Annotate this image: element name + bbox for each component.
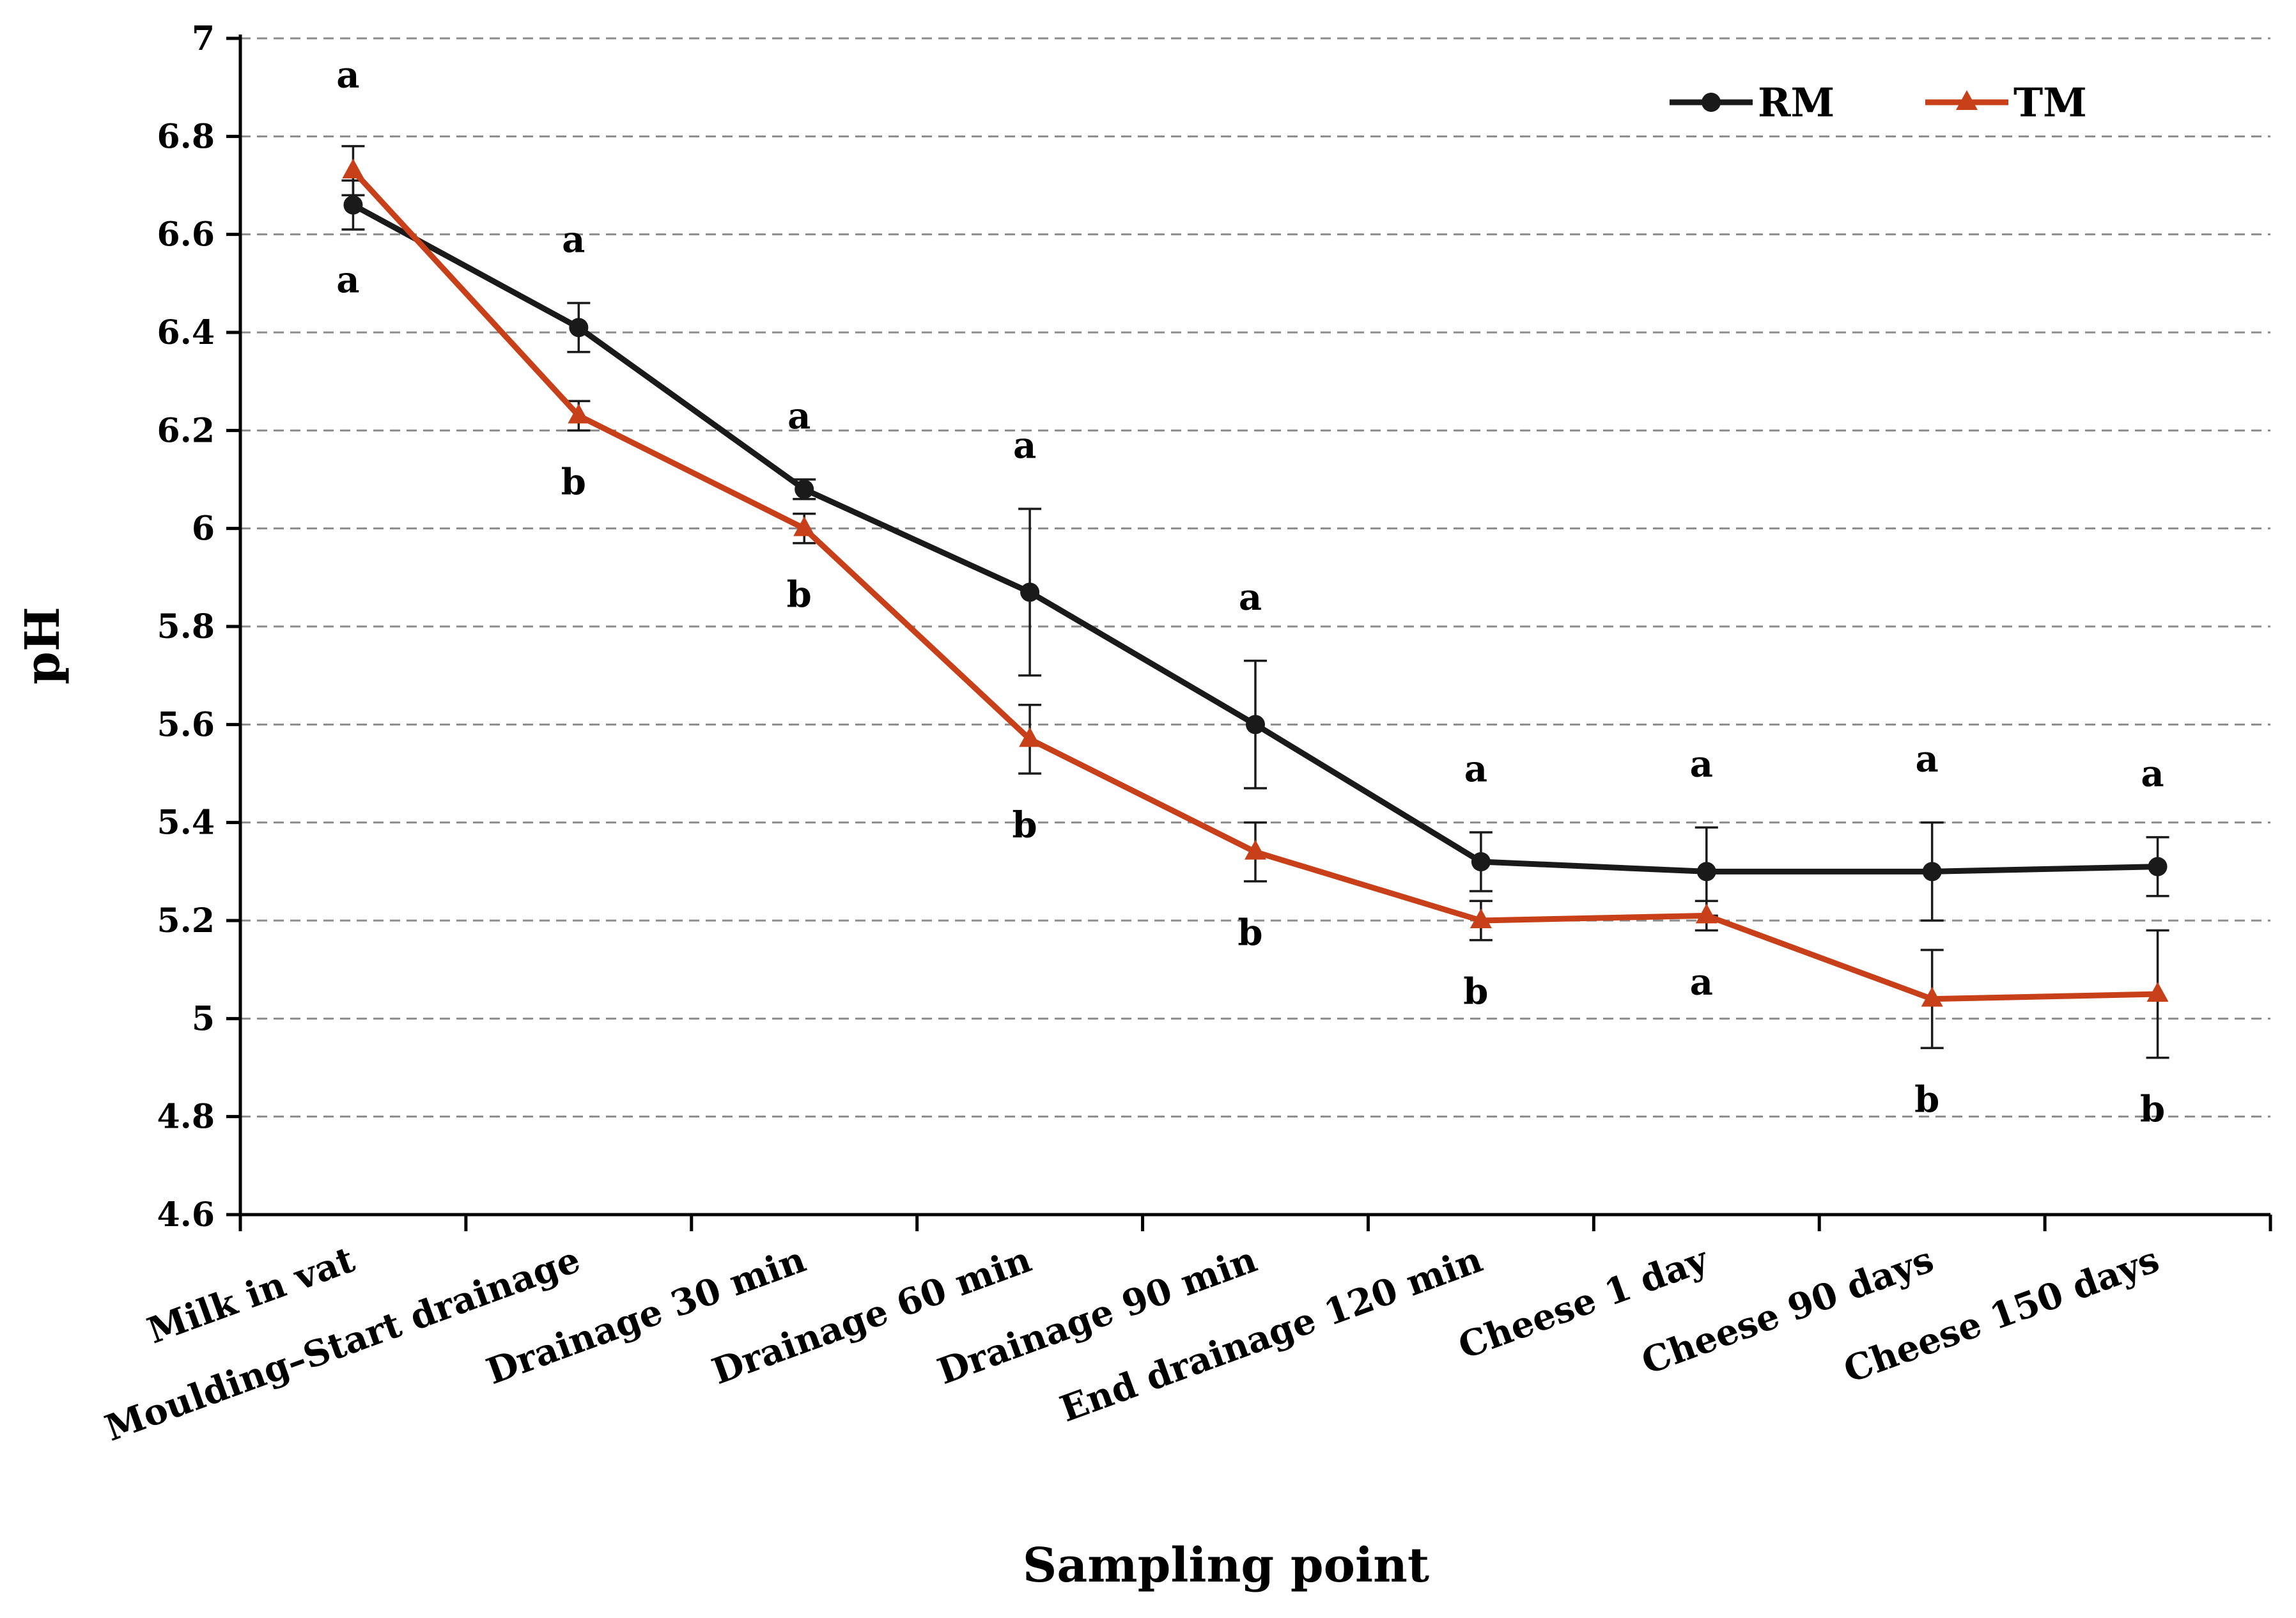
y-tick-label: 5.8 (157, 607, 215, 646)
tm-point (1921, 986, 1943, 1007)
significance-letter: a (336, 259, 359, 301)
tm-point (1470, 908, 1492, 928)
y-tick-label: 5.2 (157, 901, 215, 940)
significance-letter: a (787, 395, 811, 437)
rm-point (1020, 582, 1040, 602)
x-tick-label: End drainage 120 min (1055, 1238, 1488, 1430)
y-axis-title: pH (15, 607, 70, 685)
legend-label-rm: RM (1758, 79, 1834, 126)
significance-letter: a (1690, 743, 1713, 785)
y-tick-label: 6.8 (157, 117, 215, 156)
tm-point (342, 159, 364, 178)
y-tick-label: 6.4 (157, 313, 215, 352)
significance-letter: b (1237, 912, 1262, 954)
significance-letter: a (2141, 753, 2164, 795)
rm-point (1246, 715, 1265, 735)
significance-letter: b (561, 461, 586, 503)
rm-point (1696, 862, 1716, 882)
legend-marker-tm (1956, 90, 1978, 110)
tm-point (2146, 982, 2169, 1002)
significance-letter: a (1690, 961, 1713, 1003)
significance-letter: b (2140, 1089, 2165, 1131)
rm-point (795, 479, 814, 499)
y-tick-label: 6 (192, 510, 215, 548)
significance-letter: a (562, 219, 585, 261)
legend: RM TM (1670, 79, 2087, 126)
y-tick-label: 6.2 (157, 411, 215, 450)
tm-point (1245, 839, 1266, 860)
rm-point (2148, 857, 2168, 876)
significance-letter: a (1916, 738, 1939, 781)
significance-letter: a (1013, 424, 1036, 467)
significance-letter: b (1463, 971, 1488, 1013)
series (341, 144, 2169, 1059)
y-tick-label: 5.6 (157, 705, 215, 744)
rm-point (569, 318, 589, 338)
rm-point (1471, 852, 1491, 871)
significance-letter: a (336, 54, 359, 97)
significance-letter: a (1464, 748, 1487, 790)
significance-letters: a a a b a b a b a b a b a a a b a b (336, 54, 2165, 1131)
y-tick-label: 5 (192, 999, 215, 1038)
legend-marker-rm (1702, 93, 1721, 112)
tm-point (568, 403, 590, 424)
rm-point (1922, 862, 1942, 882)
tm-point (793, 516, 816, 536)
significance-letter: b (1914, 1078, 1939, 1121)
x-axis-title: Sampling point (1023, 1538, 1429, 1593)
y-tick-label: 4.6 (157, 1195, 215, 1234)
tm-point (1019, 727, 1041, 747)
y-tick-label: 6.6 (157, 215, 215, 254)
tm-point (1695, 903, 1718, 924)
y-tick-label: 7 (192, 19, 215, 58)
significance-letter: b (1012, 804, 1037, 846)
y-tick-label: 4.8 (157, 1098, 215, 1137)
significance-letter: b (787, 574, 812, 616)
significance-letter: a (1239, 577, 1262, 619)
y-tick-label: 5.4 (157, 804, 215, 843)
legend-label-tm: TM (2013, 79, 2087, 126)
axes (226, 35, 2272, 1231)
rm-point (343, 195, 363, 215)
